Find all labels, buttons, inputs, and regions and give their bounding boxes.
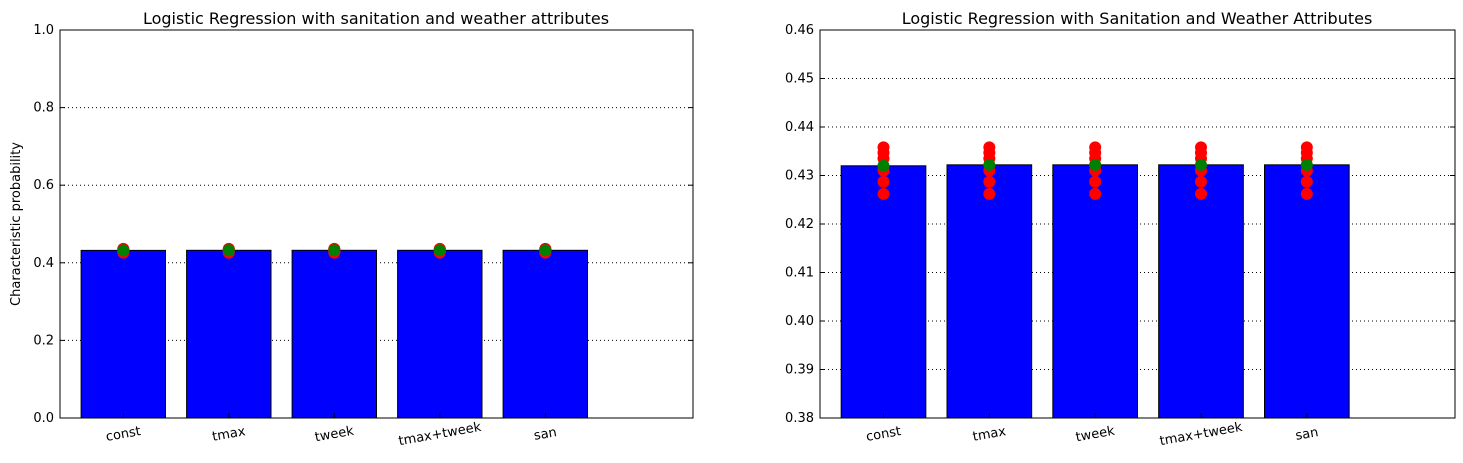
right-red-point [1300,175,1313,188]
left-ytick-label: 1.0 [33,23,54,38]
left-bar-const [80,249,166,419]
left-bar-tmax-plus-tweek [397,249,483,419]
right-plot-frame [819,29,1456,419]
left-chart-ylabel: Characteristic probability [9,142,24,306]
left-green-point [433,244,446,257]
right-red-point [1089,141,1102,154]
right-xtick-label: tmax [972,424,1008,445]
right-ytick-label: 0.46 [785,23,814,38]
right-red-point [877,141,890,154]
right-xtick-label: san [1294,425,1319,444]
right-bar-const [840,165,927,419]
right-ytick-label: 0.43 [785,169,814,184]
right-chart-title: Logistic Regression with Sanitation and … [902,9,1373,28]
right-red-point [1089,175,1102,188]
right-ytick-label: 0.45 [785,72,814,87]
left-green-point [222,244,235,257]
right-red-point [1300,141,1313,154]
right-red-point [1195,141,1207,154]
right-green-point [877,159,890,172]
left-bar-tweek [291,249,378,419]
left-chart-panel: Logistic Regression with sanitation and … [9,9,694,449]
right-ytick-label: 0.44 [785,120,814,135]
right-green-point [1300,158,1313,171]
left-ytick-label: 0.2 [33,333,54,348]
right-xtick-label: tmax+tweek [1159,420,1244,449]
right-ytick-label: 0.42 [785,217,814,232]
right-red-point [1089,187,1102,200]
left-ytick-label: 0.4 [33,256,54,271]
right-red-point [983,141,996,154]
left-green-point [539,244,552,257]
right-red-point [1195,175,1207,188]
left-bar-san [502,249,589,419]
left-ytick-label: 0.8 [33,101,54,116]
left-xtick-label: tweek [314,424,356,446]
right-green-point [983,158,996,171]
right-bar-tmax [946,164,1033,419]
right-ytick-label: 0.38 [785,411,814,426]
right-red-point [877,175,890,188]
left-xtick-label: san [533,425,558,444]
left-xtick-label: tmax+tweek [397,420,482,449]
left-green-point [328,244,341,257]
right-xtick-label: tweek [1075,424,1117,446]
right-bar-tweek [1052,164,1139,419]
left-chart-title: Logistic Regression with sanitation and … [143,9,609,28]
right-red-point [983,187,996,200]
right-ytick-label: 0.39 [785,363,814,378]
right-chart-panel: Logistic Regression with Sanitation and … [785,9,1456,449]
left-bar-tmax [186,249,272,419]
right-ytick-label: 0.41 [785,266,814,281]
left-xtick-label: const [105,424,142,445]
left-ytick-label: 0.6 [33,178,54,193]
right-xtick-label: const [865,424,902,445]
left-xtick-label: tmax [211,424,247,445]
right-green-point [1195,158,1207,171]
right-bar-san [1264,164,1350,419]
right-red-point [877,187,890,200]
right-bar-tmax-plus-tweek [1158,164,1244,419]
left-plot-frame [59,29,694,419]
right-green-point [1089,158,1102,171]
right-red-point [983,175,996,188]
left-ytick-label: 0.0 [33,411,54,426]
right-red-point [1300,187,1313,200]
right-ytick-label: 0.40 [785,314,814,329]
left-green-point [117,244,130,257]
right-red-point [1195,187,1207,200]
